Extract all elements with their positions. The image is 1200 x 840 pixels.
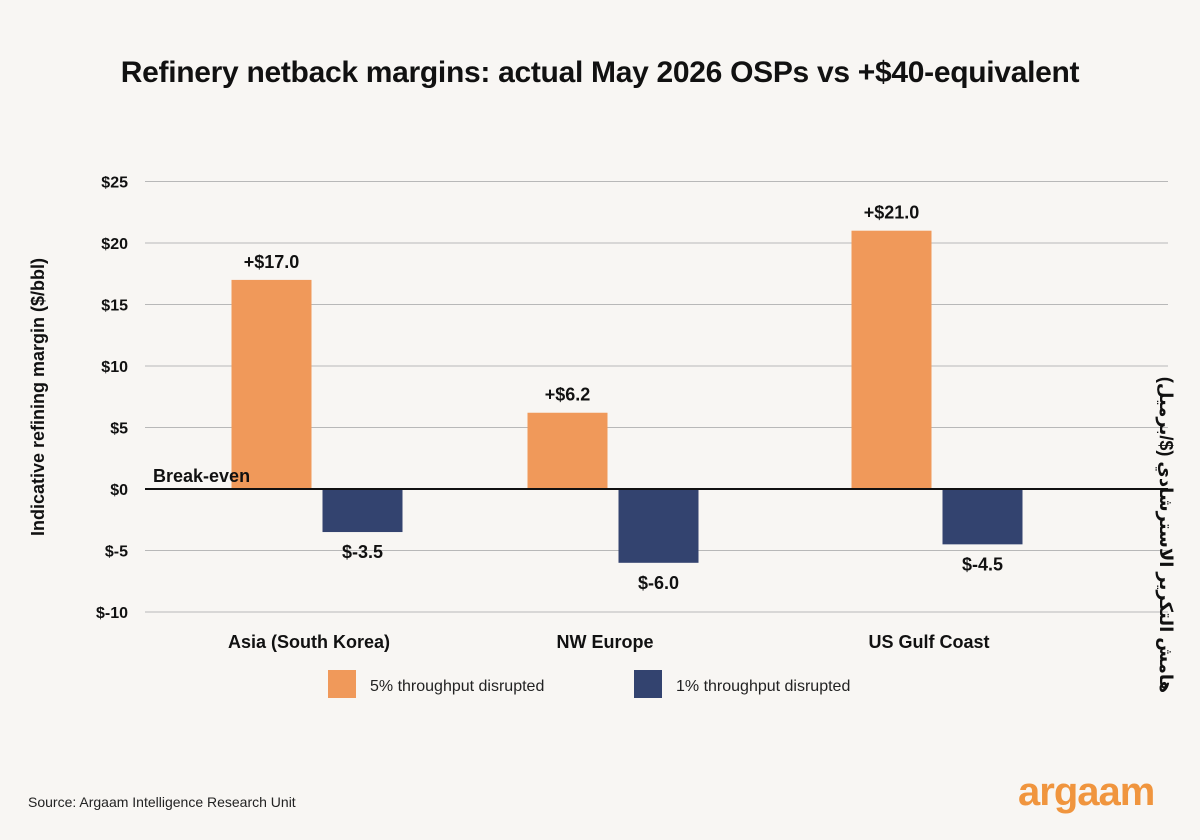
y-axis-title: Indicative refining margin ($/bbl) — [28, 258, 48, 536]
bar-1pct — [322, 489, 403, 533]
y-tick-label: $25 — [101, 175, 128, 192]
data-label: $-6.0 — [638, 573, 679, 593]
y-tick-label: $15 — [101, 298, 128, 315]
source-note: Source: Argaam Intelligence Research Uni… — [28, 794, 296, 810]
category-label: Asia (South Korea) — [228, 632, 390, 652]
legend-label: 1% throughput disrupted — [676, 678, 850, 695]
y-tick-label: $0 — [110, 482, 128, 499]
y-tick-label: $5 — [110, 421, 128, 438]
y-tick-label: $-5 — [105, 544, 128, 561]
data-label: $-3.5 — [342, 542, 383, 562]
data-label: $-4.5 — [962, 554, 1003, 574]
category-label: NW Europe — [557, 632, 654, 652]
bar-5pct — [231, 279, 312, 489]
data-label: +$21.0 — [864, 203, 920, 223]
bar-1pct — [618, 489, 699, 563]
bar-5pct — [851, 230, 932, 489]
break-even-label: Break-even — [153, 466, 250, 486]
category-label: US Gulf Coast — [868, 632, 989, 652]
y-tick-label: $20 — [101, 236, 128, 253]
legend-swatch-5pct — [328, 670, 356, 698]
y-tick-label: $10 — [101, 359, 128, 376]
data-label: +$6.2 — [545, 385, 591, 405]
legend-swatch-1pct — [634, 670, 662, 698]
chart-title: Refinery netback margins: actual May 202… — [120, 56, 1080, 89]
y-axis-title-arabic: هامش التكرير الاسترشادي ($/برميل) — [1155, 377, 1176, 693]
argaam-logo: argaam — [1018, 770, 1155, 814]
legend-label: 5% throughput disrupted — [370, 678, 544, 695]
y-tick-label: $-10 — [96, 605, 128, 622]
bar-5pct — [527, 412, 608, 489]
bar-1pct — [942, 489, 1023, 545]
data-label: +$17.0 — [244, 252, 300, 272]
